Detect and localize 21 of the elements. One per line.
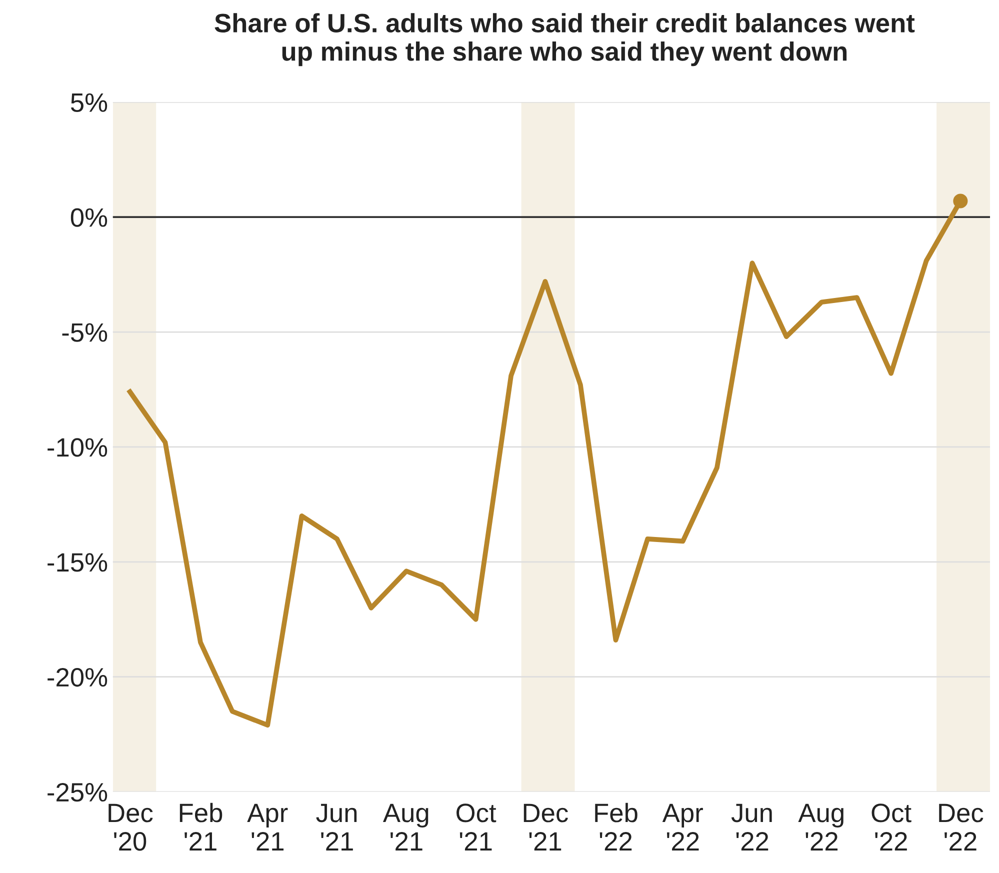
y-tick-label: 5% bbox=[70, 93, 108, 112]
x-tick-label: Apr '21 bbox=[247, 804, 288, 850]
x-tick-label: Feb '21 bbox=[180, 802, 222, 850]
y-tick-label: -15% bbox=[48, 553, 108, 572]
x-tick-label: Oct '21 bbox=[456, 804, 496, 850]
x-tick-label: Jun '22 bbox=[731, 804, 772, 850]
y-tick-label: -25% bbox=[48, 782, 108, 802]
x-tick-label: Dec '22 bbox=[939, 804, 984, 850]
x-tick-label: Jun '21 bbox=[316, 804, 357, 850]
x-tick-label: Apr '22 bbox=[662, 804, 703, 850]
x-tick-label: Feb '22 bbox=[595, 802, 638, 850]
x-tick-label: Dec '20 bbox=[108, 804, 153, 851]
y-tick-label: -20% bbox=[48, 668, 108, 687]
y-tick-label: 0% bbox=[70, 208, 108, 227]
x-tick-label: Aug '21 bbox=[382, 804, 428, 850]
y-tick-label: -10% bbox=[48, 438, 108, 457]
chart-title: Share of U.S. adults who said their credit balances went up minus the share who said they went down bbox=[214, 13, 915, 66]
x-tick-label: Aug '22 bbox=[798, 804, 844, 850]
y-tick-label: -5% bbox=[62, 323, 108, 342]
x-tick-label: Dec '21 bbox=[524, 804, 568, 850]
x-tick-label: Oct '22 bbox=[872, 804, 912, 850]
